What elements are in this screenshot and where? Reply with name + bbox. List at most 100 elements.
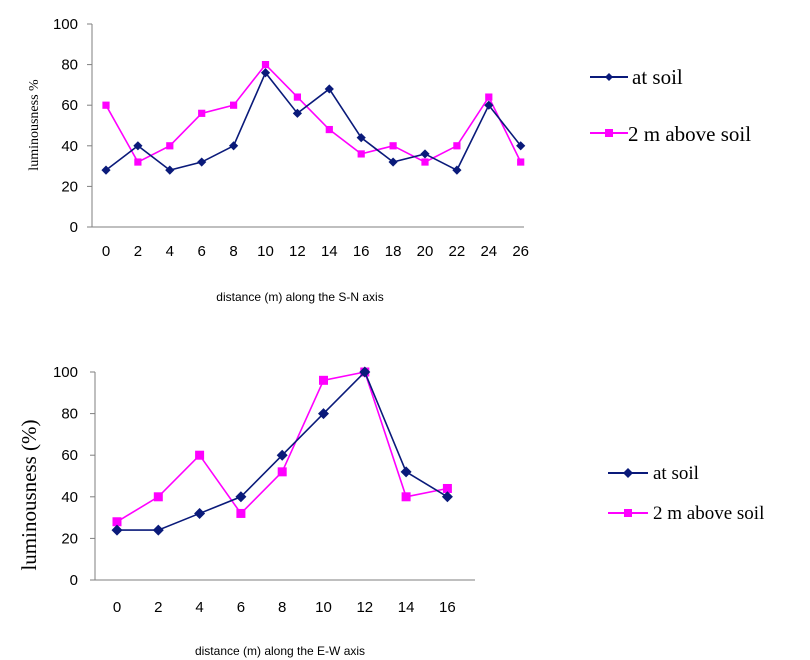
data-point-diamond [276,449,288,461]
data-point-square [517,158,525,166]
x-tick-label: 6 [198,243,206,260]
data-point-diamond [318,408,329,420]
x-tick-label: 14 [321,243,338,260]
x-tick-label: 10 [257,243,274,260]
data-point-diamond [194,507,206,519]
data-point-square [236,508,246,518]
y-tick-label: 80 [61,57,78,74]
x-tick-label: 4 [195,599,203,616]
data-point-square [277,467,287,477]
chart-ew-axis: 0 20 40 60 80 100 0 2 4 6 8 10 12 14 16 luminousness … [17,364,764,658]
data-point-square [357,150,365,158]
x-tick-label: 18 [385,243,402,260]
data-point-diamond [359,366,371,378]
y-tick-label: 80 [61,406,78,423]
data-point-square [389,142,397,150]
legend-marker-square [624,509,632,517]
x-tick-label: 8 [278,599,286,616]
y-tick-label: 20 [61,530,78,547]
data-point-diamond [260,68,271,78]
data-point-square [485,93,493,101]
y-tick-label: 100 [53,364,78,381]
data-point-diamond [452,165,462,175]
x-tick-label: 20 [417,243,434,260]
x-tick-label: 0 [113,599,121,616]
legend-marker-square [605,129,613,137]
data-point-diamond [101,165,111,175]
x-tick-label: 12 [356,599,373,616]
y-tick-label: 40 [61,489,78,506]
data-point-diamond [441,491,453,503]
x-tick-label: 16 [439,599,456,616]
data-point-diamond [229,141,239,151]
data-point-square [230,101,238,109]
data-point-diamond [133,141,143,151]
y-axis-label: luminousness (%) [17,419,41,570]
data-point-diamond [400,466,412,478]
data-point-diamond [484,100,494,110]
data-point-square [261,61,270,69]
y-tick-label: 100 [53,16,78,33]
y-tick-label: 60 [61,97,78,114]
data-point-diamond [152,524,164,536]
y-tick-label: 20 [61,178,78,195]
data-point-square [198,109,206,117]
data-point-square [453,142,461,150]
data-point-square [442,483,452,493]
legend-marker-diamond [623,468,633,478]
x-tick-label: 16 [353,243,370,260]
x-tick-label: 8 [229,243,237,260]
data-point-square [112,517,122,527]
x-tick-label: 22 [449,243,466,260]
data-point-square [134,158,142,166]
x-tick-label: 10 [315,599,332,616]
data-point-diamond [388,157,398,167]
data-point-diamond [235,491,247,503]
y-tick-label: 60 [61,447,78,464]
data-point-square [166,142,174,150]
y-tick-label: 40 [61,138,78,155]
series-line-2m-above-soil [116,371,448,523]
data-point-square [102,101,110,109]
x-axis-label: distance (m) along the E-W axis [195,644,365,658]
legend-label-2m: 2 m above soil [653,503,764,524]
x-tick-label: 12 [289,243,306,260]
x-tick-label: 4 [166,243,174,260]
data-point-diamond [197,157,207,167]
x-tick-label: 0 [102,243,110,260]
data-point-square [325,125,333,134]
x-tick-label: 2 [134,243,142,260]
data-point-square [319,375,328,385]
data-point-diamond [165,165,175,175]
x-tick-label: 14 [398,599,415,616]
series-line-2m-above-soil [105,63,522,164]
x-tick-label: 24 [480,243,497,260]
legend-marker-diamond [605,73,613,81]
series-line-at-soil [105,71,522,172]
data-point-square [401,492,411,502]
y-tick-label: 0 [70,572,78,589]
data-point-diamond [111,524,123,536]
data-point-diamond [516,141,526,151]
x-axis-label: distance (m) along the S-N axis [216,290,383,304]
data-point-square [153,492,163,502]
x-tick-label: 26 [512,243,529,260]
legend: at soil 2 m above soil [590,65,751,146]
data-point-diamond [420,149,430,159]
data-point-diamond [324,84,334,94]
data-point-square [195,450,205,460]
x-tick-label: 6 [237,599,245,616]
data-point-diamond [356,133,366,143]
legend-label-at-soil: at soil [653,463,699,484]
data-point-square [421,158,429,166]
y-axis-label: luminousness % [27,79,42,171]
legend-label-at-soil: at soil [632,65,683,89]
data-point-square [293,93,301,101]
legend-label-2m: 2 m above soil [628,122,751,146]
legend: at soil 2 m above soil [608,463,764,524]
y-tick-label: 0 [70,219,78,236]
data-point-diamond [292,108,302,118]
x-tick-label: 2 [154,599,162,616]
